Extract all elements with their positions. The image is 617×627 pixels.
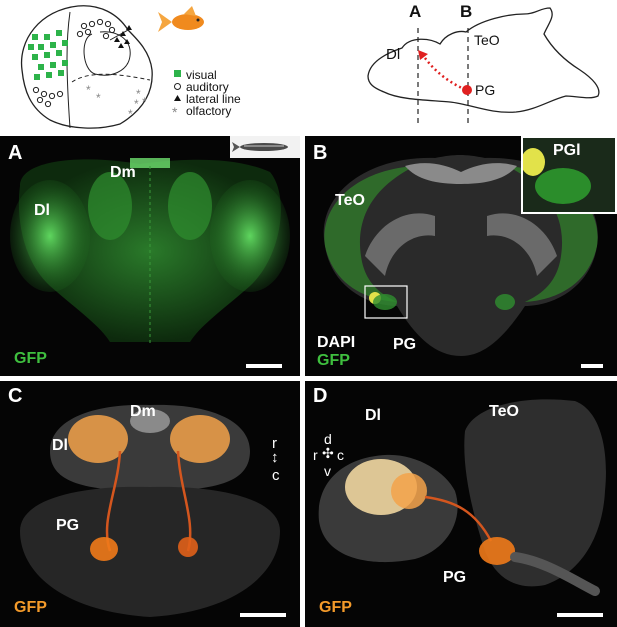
panel-d-gfp-label: GFP bbox=[319, 599, 352, 616]
svg-text:*: * bbox=[96, 91, 101, 105]
zebrafish-icon bbox=[232, 142, 288, 152]
panel-d-axis-v: v bbox=[324, 463, 331, 479]
panel-a-scale-bar bbox=[246, 364, 282, 368]
panel-c-scale-bar bbox=[240, 613, 286, 617]
panel-b-teo-label: TeO bbox=[335, 192, 365, 209]
auditory-markers bbox=[32, 18, 116, 108]
projection-path bbox=[420, 53, 467, 92]
panel-d-dl-label: Dl bbox=[365, 407, 381, 424]
sagittal-dl-label: Dl bbox=[386, 46, 401, 63]
sagittal-schematic bbox=[367, 7, 600, 124]
panel-b-gfp-label: GFP bbox=[317, 352, 350, 369]
brain-section-schematic: ** * * ** * bbox=[20, 5, 204, 129]
pgl-inset bbox=[521, 136, 617, 214]
panel-c-dl-label: Dl bbox=[52, 437, 68, 454]
panel-a: A Dm Dl GFP bbox=[0, 136, 300, 376]
panel-c-axis-r: r bbox=[272, 435, 277, 452]
svg-text:*: * bbox=[134, 97, 139, 111]
visual-markers bbox=[28, 30, 68, 80]
legend-auditory-swatch bbox=[174, 83, 181, 90]
legend-visual-label: visual bbox=[186, 68, 217, 82]
legend-auditory-label: auditory bbox=[186, 80, 229, 94]
panel-b: PGl B TeO DAPI GFP PG bbox=[305, 136, 617, 376]
legend-lateral-swatch bbox=[174, 95, 181, 101]
panel-d-axis-cross: ✣ bbox=[322, 445, 334, 461]
sagittal-teo-label: TeO bbox=[474, 32, 500, 48]
panel-d-teo-label: TeO bbox=[489, 403, 519, 420]
panel-d-image bbox=[318, 399, 606, 596]
sagittal-brain-outline bbox=[367, 7, 600, 113]
legend-olfactory-swatch: * bbox=[172, 104, 178, 120]
svg-text:*: * bbox=[142, 95, 147, 109]
panel-a-dl-label: Dl bbox=[34, 202, 50, 219]
svg-text:*: * bbox=[136, 87, 141, 101]
panel-c-axis-c: c bbox=[272, 467, 280, 484]
panel-a-letter: A bbox=[8, 142, 23, 164]
panel-c-letter: C bbox=[8, 385, 23, 407]
panel-c-axis-arrow: ↕ bbox=[271, 449, 279, 466]
panel-b-scale-bar bbox=[581, 364, 603, 368]
panel-b-pgl-label: PGl bbox=[553, 142, 581, 159]
legend-visual-swatch bbox=[174, 70, 181, 77]
sagittal-pg-label: PG bbox=[475, 82, 496, 98]
panel-c-pg-label: PG bbox=[56, 517, 80, 534]
projection-arrowhead bbox=[418, 50, 428, 60]
legend-olfactory-label: olfactory bbox=[186, 104, 232, 118]
panel-a-gfp-label: GFP bbox=[14, 350, 47, 367]
olfactory-markers: ** * * ** bbox=[86, 83, 147, 121]
pgl-selection-box bbox=[364, 285, 408, 319]
panel-d-axis-d: d bbox=[324, 431, 332, 447]
pg-dot bbox=[462, 85, 472, 95]
panel-c-dm-label: Dm bbox=[130, 403, 156, 420]
panel-c: C Dm Dl PG GFP r ↕ c bbox=[0, 381, 300, 627]
svg-text:*: * bbox=[128, 107, 133, 121]
panel-a-image bbox=[10, 158, 290, 346]
plane-b-label: B bbox=[460, 2, 473, 21]
panel-b-dapi-label: DAPI bbox=[317, 334, 356, 351]
plane-a-label: A bbox=[409, 2, 422, 21]
panel-a-dm-label: Dm bbox=[110, 164, 136, 181]
brain-outline bbox=[20, 5, 153, 129]
panel-b-pg-label: PG bbox=[393, 336, 417, 353]
panel-b-image bbox=[323, 155, 598, 356]
svg-text:*: * bbox=[86, 83, 91, 97]
panel-d-letter: D bbox=[313, 385, 328, 407]
goldfish-icon bbox=[158, 6, 204, 32]
legend-lateral-line-label: lateral line bbox=[186, 92, 241, 106]
panel-d: D Dl TeO PG GFP d r ✣ c v bbox=[305, 381, 617, 627]
panel-b-letter: B bbox=[313, 142, 328, 164]
panel-c-image bbox=[20, 404, 280, 617]
zebrafish-inset bbox=[230, 136, 300, 158]
panel-c-gfp-label: GFP bbox=[14, 599, 47, 616]
panel-d-pg-label: PG bbox=[443, 569, 467, 586]
pgl-inset-image bbox=[521, 148, 591, 204]
panel-d-axis-r: r bbox=[313, 447, 318, 463]
panel-d-scale-bar bbox=[557, 613, 603, 617]
lateral-line-markers bbox=[114, 25, 132, 48]
panel-d-axis-c: c bbox=[337, 447, 344, 463]
